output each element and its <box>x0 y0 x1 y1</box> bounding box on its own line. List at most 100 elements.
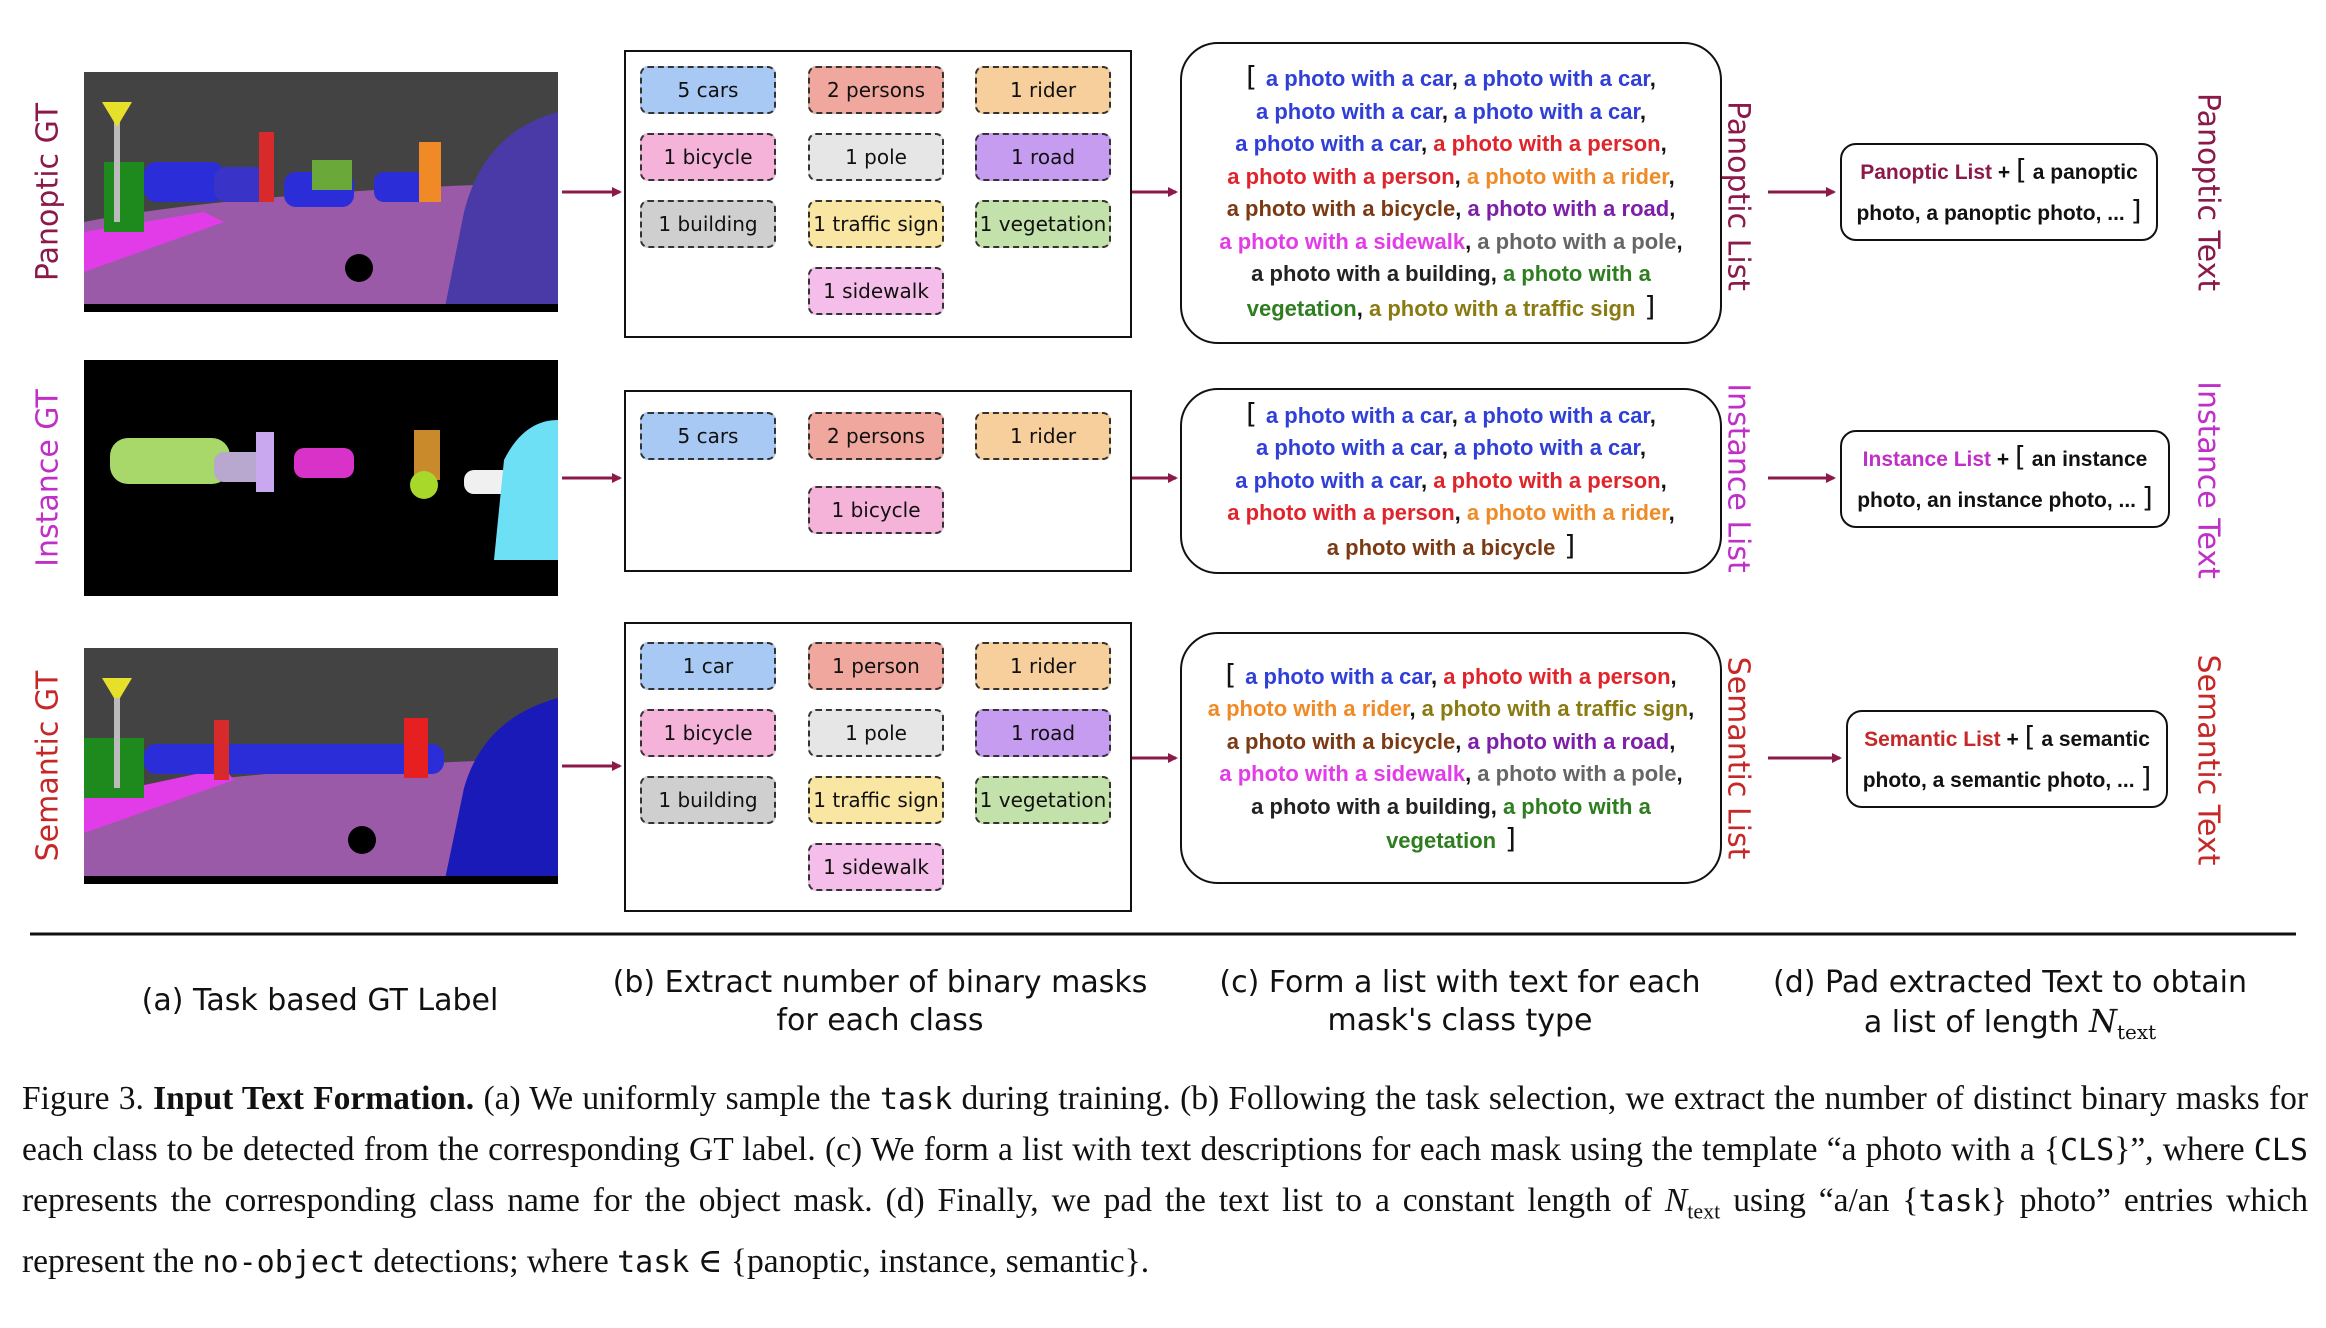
panoptic-pad-box: Panoptic List + [ a panoptic photo, a pa… <box>1840 143 2158 241</box>
mask-count-chip: 1 building <box>640 776 776 824</box>
close-bracket: ] <box>2141 481 2153 514</box>
list-segment: , <box>1356 295 1369 321</box>
list-line: a photo with a building, a photo with a <box>1251 258 1651 291</box>
mask-count-chip: 1 sidewalk <box>808 267 944 315</box>
mask-count-chip: 1 vegetation <box>975 776 1111 824</box>
semantic-list-label: Semantic List <box>1720 656 1756 860</box>
semantic-gt-image <box>84 648 558 884</box>
list-segment: , <box>1649 402 1656 428</box>
pad-list-name: Panoptic List <box>1860 161 1993 184</box>
list-line: a photo with a person, a photo with a ri… <box>1227 161 1674 194</box>
semantic-list-box: [ a photo with a car, a photo with a per… <box>1180 632 1722 884</box>
list-line: a photo with a building, a photo with a <box>1251 791 1651 824</box>
panoptic-gt-label: Panoptic GT <box>30 102 66 282</box>
close-bracket: ] <box>2140 761 2152 794</box>
list-segment: a photo with a traffic sign <box>1421 696 1689 721</box>
list-segment: , <box>1454 163 1467 189</box>
plus-sign: + <box>1997 161 2011 184</box>
list-segment: a photo with a person <box>1433 131 1661 156</box>
mask-count-chip: 5 cars <box>640 66 776 114</box>
list-segment: a photo with a car <box>1235 467 1422 493</box>
mask-count-chip: 1 bicycle <box>640 709 776 757</box>
list-segment: , <box>1451 66 1464 91</box>
list-segment: , <box>1660 131 1667 156</box>
list-line: a photo with a sidewalk, a photo with a … <box>1219 226 1682 259</box>
list-segment: , <box>1454 500 1467 526</box>
list-segment: , <box>1421 467 1434 493</box>
list-line: [ a photo with a car, a photo with a per… <box>1225 658 1676 694</box>
list-segment: , <box>1676 228 1683 254</box>
list-segment: a photo with a building <box>1251 261 1491 286</box>
close-bracket: ] <box>1496 822 1516 855</box>
list-segment: , <box>1490 793 1503 819</box>
pad-line-1: a semantic <box>2041 728 2150 751</box>
list-line: a photo with a bicycle, a photo with a r… <box>1227 193 1676 226</box>
open-bracket: [ <box>1246 396 1266 430</box>
list-segment: , <box>1649 66 1656 91</box>
list-segment: a photo with a road <box>1467 728 1670 754</box>
list-segment: , <box>1688 696 1695 721</box>
list-line: a photo with a bicycle ] <box>1326 529 1575 565</box>
list-segment: a photo with a car <box>1256 98 1442 124</box>
pad-line-1: an instance <box>2031 448 2148 471</box>
mask-count-chip: 1 bicycle <box>808 486 944 534</box>
pad-line-2: photo, an instance photo, ... <box>1857 489 2137 512</box>
list-segment: a photo with a sidewalk <box>1219 228 1466 254</box>
panoptic-list-box: [ a photo with a car, a photo with a car… <box>1180 42 1722 344</box>
close-bracket: ] <box>2130 194 2142 227</box>
panoptic-gt-image <box>84 72 558 312</box>
mask-count-chip: 2 persons <box>808 412 944 460</box>
mask-count-chip: 1 bicycle <box>640 133 776 181</box>
semantic-gt-label: Semantic GT <box>30 670 66 862</box>
semantic-pad-box: Semantic List + [ a semantic photo, a se… <box>1846 710 2168 808</box>
instance-scene <box>84 360 558 596</box>
list-segment: , <box>1421 131 1434 156</box>
list-segment: , <box>1441 435 1455 461</box>
open-bracket: [ <box>2016 153 2027 186</box>
plus-sign: + <box>2006 728 2019 751</box>
mask-count-chip: 1 pole <box>808 133 944 181</box>
mask-count-chip: 1 traffic sign <box>808 776 944 824</box>
list-line: a photo with a person, a photo with a ri… <box>1227 497 1674 530</box>
list-segment: a photo with a pole <box>1477 228 1677 254</box>
step-a-label: (a) Task based GT Label <box>141 983 499 1018</box>
semantic-text-label: Semantic Text <box>2190 654 2226 866</box>
list-line: [ a photo with a car, a photo with a car… <box>1246 60 1656 96</box>
list-segment: a photo with a person <box>1227 163 1455 189</box>
list-line: a photo with a rider, a photo with a tra… <box>1208 693 1695 726</box>
pad-line-2: photo, a semantic photo, ... <box>1862 769 2135 792</box>
list-segment: a photo with a bicycle <box>1326 534 1556 560</box>
list-segment: a photo with a rider <box>1207 696 1410 721</box>
pad-list-name: Instance List <box>1862 448 1992 471</box>
list-segment: , <box>1669 728 1676 754</box>
list-segment: a photo with a road <box>1467 196 1670 221</box>
list-line: a photo with a car, a photo with a perso… <box>1235 128 1667 161</box>
mask-count-chip: 1 rider <box>975 642 1111 690</box>
mask-count-chip: 1 rider <box>975 66 1111 114</box>
list-line: a photo with a car, a photo with a car, <box>1256 96 1646 129</box>
mask-count-chip: 1 building <box>640 200 776 248</box>
pad-line-2: photo, a panoptic photo, ... <box>1856 202 2125 225</box>
open-bracket: [ <box>1246 60 1266 93</box>
list-segment: , <box>1490 261 1503 286</box>
list-segment: a photo with a <box>1502 793 1651 819</box>
list-segment: a photo with a car <box>1256 435 1442 461</box>
list-segment: a photo with a car <box>1265 66 1452 91</box>
open-bracket: [ <box>2015 440 2026 473</box>
instance-pad-box: Instance List + [ an instance photo, an … <box>1840 430 2170 528</box>
mask-count-chip: 1 sidewalk <box>808 843 944 891</box>
plus-sign: + <box>1996 448 2010 471</box>
list-line: a photo with a sidewalk, a photo with a … <box>1219 758 1682 791</box>
list-line: vegetation, a photo with a traffic sign … <box>1247 290 1656 326</box>
list-segment: , <box>1430 663 1444 689</box>
list-segment: , <box>1668 163 1675 189</box>
list-segment: a photo with a car <box>1235 131 1422 156</box>
list-segment: a photo with a car <box>1463 402 1650 428</box>
list-segment: a photo with a car <box>1463 66 1650 91</box>
instance-list-box: [ a photo with a car, a photo with a car… <box>1180 388 1722 574</box>
panoptic-list-label: Panoptic List <box>1720 100 1756 292</box>
list-line: a photo with a car, a photo with a perso… <box>1235 465 1667 498</box>
list-segment: a photo with a <box>1502 261 1651 286</box>
list-segment: , <box>1465 761 1478 786</box>
list-segment: , <box>1465 228 1478 254</box>
